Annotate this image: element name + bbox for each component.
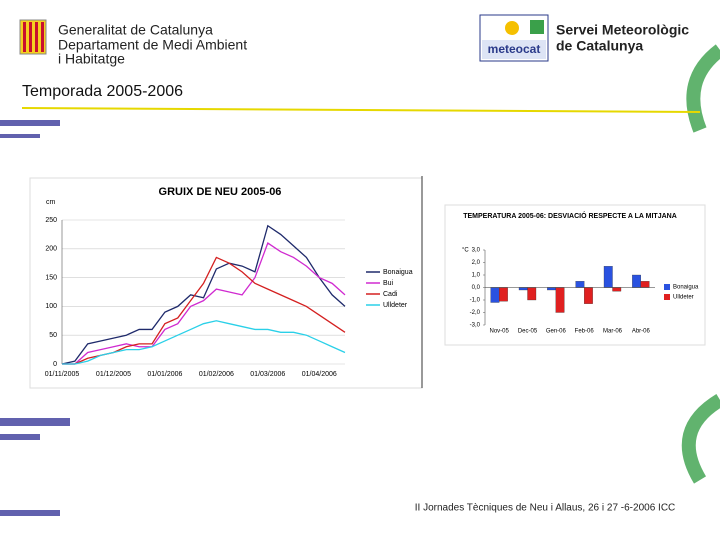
bar	[555, 287, 565, 313]
series-line	[62, 320, 346, 365]
x-tick-label: 01/02/2006	[199, 371, 234, 378]
y-tick-label: 2,0	[472, 260, 481, 266]
legend-label: Bui	[383, 280, 394, 287]
y-tick-label: 150	[45, 274, 57, 281]
x-tick-label: 01/04/2006	[302, 371, 337, 378]
bar	[612, 287, 622, 292]
legend-label: Ulldeter	[383, 302, 408, 309]
y-tick-label: -1,0	[470, 298, 481, 304]
y-tick-label: 100	[45, 303, 57, 310]
bar	[527, 287, 537, 301]
y-tick-label: 50	[49, 332, 57, 339]
legend-swatch	[664, 284, 670, 290]
legend-swatch	[664, 294, 670, 300]
x-tick-label: Feb-06	[575, 329, 595, 335]
series-line	[62, 242, 346, 365]
bar	[632, 274, 641, 288]
y-tick-label: 1,0	[472, 273, 481, 279]
bar	[603, 266, 613, 288]
left-stripes	[0, 120, 70, 516]
x-tick-label: 01/03/2006	[250, 371, 285, 378]
y-tick-label: -2,0	[470, 310, 481, 316]
service-line: Servei Meteorològic	[556, 22, 689, 38]
bar	[584, 287, 593, 304]
y-tick-label: 0	[53, 361, 57, 368]
legend-label: Bonaigua	[383, 269, 413, 276]
bar	[575, 281, 585, 288]
right-swooshes	[681, 44, 720, 484]
chart-panel	[29, 177, 423, 389]
slide-title: Temporada 2005-2006	[22, 83, 183, 100]
chart-title: TEMPERATURA 2005-06: DESVIACIÓ RESPECTE …	[463, 211, 677, 220]
legend-label: Ulldeter	[673, 295, 694, 301]
series-line	[61, 224, 346, 365]
x-tick-label: Abr-06	[632, 329, 651, 335]
y-axis-label: cm	[46, 199, 56, 206]
x-tick-label: 01/12/2005	[96, 371, 131, 378]
org-line: i Habitatge	[58, 51, 125, 67]
chart-panel	[444, 204, 706, 346]
bar	[547, 287, 556, 291]
y-tick-label: -3,0	[470, 323, 481, 329]
bar	[499, 287, 508, 302]
footer: II Jornades Tècniques de Neu i Allaus, 2…	[415, 503, 676, 514]
bar	[518, 287, 528, 291]
meteocat-logo: meteocat	[479, 14, 549, 62]
x-tick-label: Gen-06	[546, 329, 567, 335]
x-tick-label: 01/01/2006	[147, 371, 182, 378]
title-underline	[21, 107, 701, 113]
org-line: Departament de Medi Ambient	[58, 37, 247, 53]
y-axis-label: °C	[462, 248, 469, 254]
y-tick-label: 0,0	[472, 285, 481, 291]
service-line: de Catalunya	[556, 38, 643, 54]
x-tick-label: Nov-05	[489, 329, 509, 335]
bar	[640, 281, 650, 288]
legend-label: Cadi	[383, 291, 398, 298]
legend-label: Bonaigua	[673, 285, 699, 291]
y-tick-label: 3,0	[472, 248, 481, 254]
coat-of-arms	[19, 19, 47, 55]
y-tick-label: 200	[45, 246, 57, 253]
x-tick-label: 01/11/2005	[45, 371, 80, 378]
y-tick-label: 250	[45, 217, 57, 224]
x-tick-label: Mar-06	[603, 329, 623, 335]
chart-title: GRUIX DE NEU 2005-06	[159, 186, 282, 198]
bar	[490, 287, 500, 303]
logo-text: meteocat	[488, 42, 541, 56]
x-tick-label: Dec-05	[518, 329, 538, 335]
org-line: Generalitat de Catalunya	[58, 22, 213, 38]
